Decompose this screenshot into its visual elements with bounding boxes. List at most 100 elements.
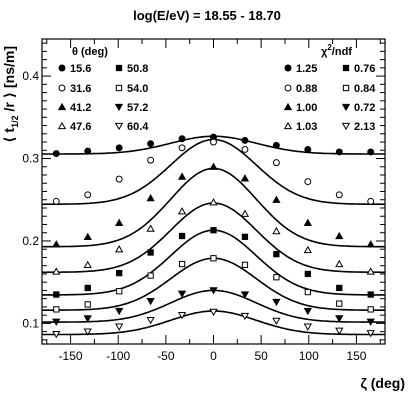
data-point-series-5 [241,261,249,269]
data-point-series-5 [84,301,91,308]
data-point-series-4 [336,284,343,292]
data-point-series-2 [52,240,61,248]
data-points [52,133,375,339]
legend-chi-value: 0.88 [296,83,317,95]
data-point-series-1 [367,197,375,205]
data-point-series-5 [147,272,154,279]
data-point-series-2 [303,218,312,226]
legend-marker-chi-5 [342,84,350,92]
data-point-series-5 [116,288,123,295]
data-point-series-1 [335,191,343,199]
data-point-series-7 [83,328,92,336]
legend-chi-value: 0.84 [354,83,376,95]
data-point-series-5 [336,300,343,307]
data-point-series-4 [367,291,374,298]
legend-theta-value: 15.6 [70,63,91,75]
legend-marker-chi-7 [341,122,351,131]
data-point-series-1 [241,145,249,153]
data-point-series-5 [367,306,374,313]
legend-chi-value: 0.72 [354,102,375,114]
data-point-series-2 [115,218,124,226]
legend-marker-theta-0 [58,64,66,72]
legend-marker-chi-6 [341,103,351,112]
legend-marker-theta-1 [58,84,66,92]
legend-theta-header: θ (deg) [72,46,108,58]
legend-theta-value: 54.0 [127,83,148,95]
legend-marker-chi-1 [284,84,292,92]
data-point-series-1 [84,191,92,199]
data-point-series-0 [178,135,186,143]
data-point-series-1 [272,159,280,167]
data-point-series-1 [52,197,60,205]
data-point-series-1 [147,156,155,164]
x-tick-label: -50 [157,349,175,363]
data-point-series-3 [115,245,124,253]
data-point-series-2 [146,193,155,202]
data-point-series-7 [209,308,218,316]
data-point-series-2 [83,232,92,240]
data-point-series-3 [272,226,281,235]
data-point-series-0 [52,150,60,158]
data-point-series-7 [335,327,344,335]
data-point-series-6 [240,291,250,299]
legend-marker-theta-6 [114,103,124,112]
data-point-series-5 [210,255,217,262]
data-point-series-1 [210,138,217,146]
x-tick-label: -100 [106,349,130,363]
data-point-series-6 [115,307,124,316]
data-point-series-2 [366,240,375,248]
data-point-series-4 [53,291,60,298]
fit-curve-3 [42,202,385,274]
legend-chi-header: χ2/ndf [321,43,352,58]
data-point-series-5 [304,288,311,296]
x-axis-label: ζ (deg) [360,375,405,391]
data-point-series-2 [177,172,187,180]
data-point-series-6 [52,318,61,326]
x-tick-label: 150 [346,349,366,363]
legend-marker-theta-5 [115,84,123,92]
data-point-series-1 [178,144,186,152]
data-point-series-5 [178,260,186,268]
legend-chi-value: 1.25 [296,63,317,75]
data-point-series-5 [53,306,60,313]
data-point-series-7 [272,317,281,326]
legend-theta-value: 50.8 [127,63,148,75]
data-point-series-3 [366,267,375,275]
data-point-series-3 [146,224,155,232]
data-point-series-4 [304,270,311,278]
data-point-series-4 [116,269,123,277]
data-point-series-6 [335,315,344,323]
data-point-series-4 [210,227,217,234]
y-tick-label: 0.4 [22,69,39,83]
data-point-series-3 [177,207,187,215]
data-point-series-1 [304,178,312,186]
data-point-series-3 [303,245,312,254]
data-point-series-0 [147,140,155,148]
fit-curve-2 [42,167,385,248]
legend-theta-value: 47.6 [70,121,91,133]
data-point-series-7 [146,316,155,325]
data-point-series-0 [241,136,249,144]
y-tick-label: 0.3 [22,152,39,166]
data-point-series-4 [241,233,249,240]
legend-chi-value: 1.03 [296,121,317,133]
legend-chi-value: 0.76 [354,63,375,75]
legend-chi-value: 2.13 [354,121,375,133]
data-point-series-2 [209,162,218,170]
data-point-series-5 [273,274,280,281]
data-point-series-0 [115,144,123,152]
data-point-series-7 [115,323,124,331]
axis-ticks: -150 -100 -50 0 50 100 150 0.1 0.2 0.3 0.4 [22,39,385,363]
y-tick-label: 0.1 [22,316,39,330]
data-point-series-7 [177,312,187,320]
data-point-series-2 [335,231,344,240]
data-point-series-0 [367,148,375,156]
data-point-series-6 [272,298,281,307]
data-point-series-4 [147,249,154,256]
data-point-series-6 [303,307,312,316]
legend-theta-value: 41.2 [70,102,91,114]
data-point-series-1 [115,175,123,183]
data-point-series-3 [52,267,61,275]
legend-marker-chi-4 [342,64,350,72]
data-point-series-2 [272,195,281,203]
